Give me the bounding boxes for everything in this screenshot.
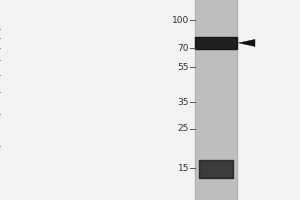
Text: 70: 70 [178, 44, 189, 53]
Text: 15: 15 [178, 164, 189, 173]
Text: 55: 55 [178, 63, 189, 72]
Bar [195, 0, 237, 200]
Polygon shape [238, 39, 255, 46]
Text: 35: 35 [178, 98, 189, 107]
Text: 100: 100 [172, 16, 189, 25]
Text: 25: 25 [178, 124, 189, 133]
